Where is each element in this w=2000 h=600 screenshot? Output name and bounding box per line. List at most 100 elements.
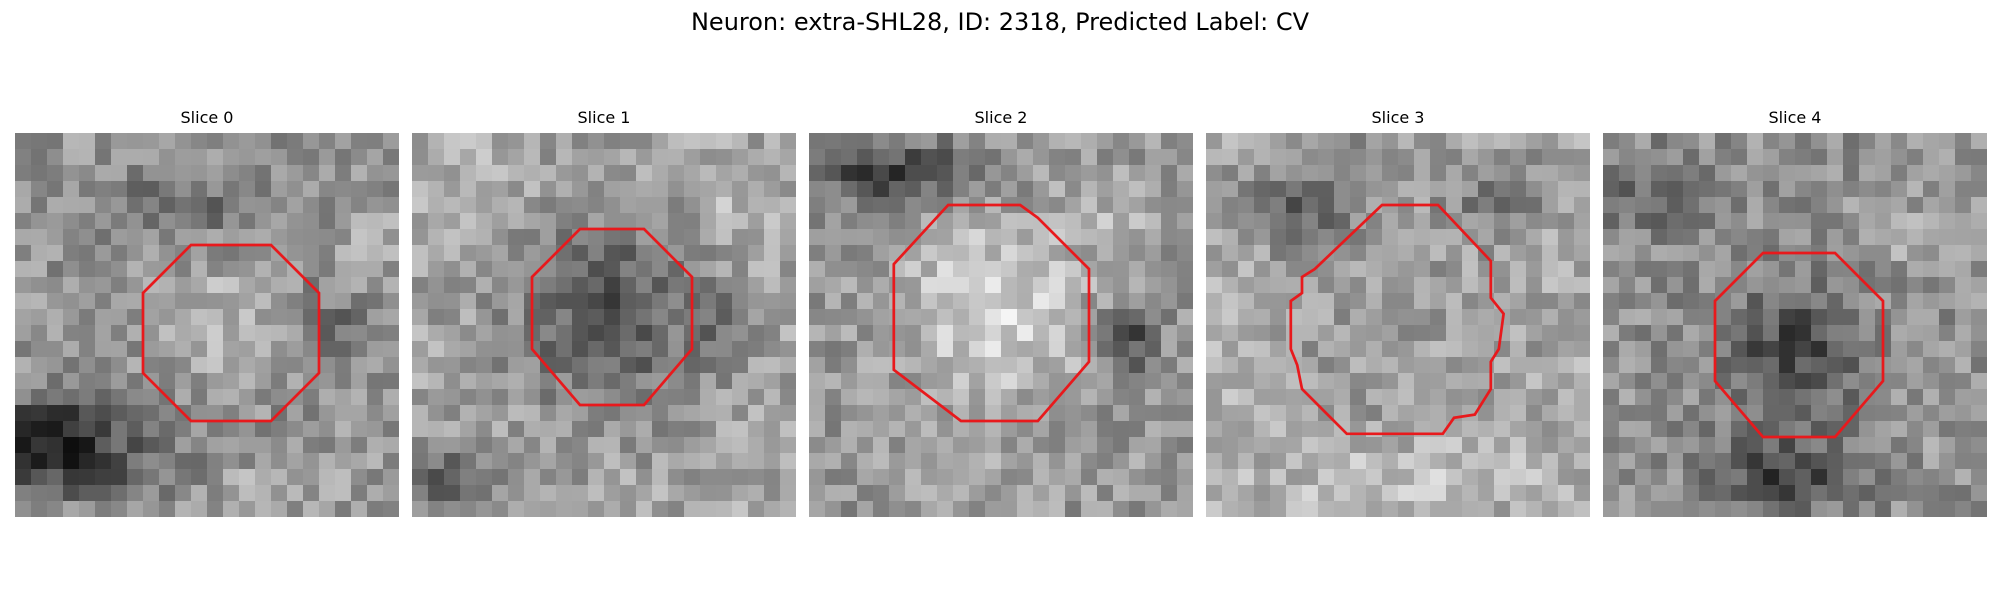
image-pixel [684,373,701,390]
image-pixel [335,341,352,358]
image-pixel [31,485,48,502]
image-pixel [732,485,749,502]
image-pixel [47,357,64,374]
image-pixel [985,229,1002,246]
image-pixel [1254,309,1271,326]
image-pixel [841,213,858,230]
image-pixel [841,133,858,150]
image-pixel [127,165,144,182]
image-pixel [1795,133,1812,150]
image-pixel [1795,437,1812,454]
image-pixel [127,373,144,390]
image-pixel [1017,277,1034,294]
image-pixel [1558,229,1575,246]
image-pixel [508,341,525,358]
image-pixel [1049,485,1066,502]
image-pixel [31,341,48,358]
image-pixel [79,261,96,278]
image-pixel [748,245,765,262]
image-pixel [905,437,922,454]
image-pixel [1366,437,1383,454]
image-pixel [1635,485,1652,502]
image-pixel [175,469,192,486]
image-pixel [95,261,112,278]
image-pixel [969,261,986,278]
image-pixel [63,133,80,150]
image-pixel [809,421,826,438]
image-pixel [1510,453,1527,470]
image-pixel [1971,213,1987,230]
image-pixel [1222,197,1239,214]
image-pixel [1478,309,1495,326]
image-pixel [873,501,890,517]
image-pixel [335,293,352,310]
image-pixel [191,245,208,262]
image-pixel [351,341,368,358]
image-pixel [1254,325,1271,342]
image-pixel [1667,437,1684,454]
image-pixel [1542,293,1559,310]
image-pixel [287,277,304,294]
image-pixel [652,149,669,166]
image-pixel [31,405,48,422]
image-pixel [1891,437,1908,454]
image-pixel [1907,181,1924,198]
image-pixel [95,277,112,294]
image-pixel [1129,213,1146,230]
image-pixel [809,277,826,294]
image-pixel [1859,325,1876,342]
image-pixel [127,309,144,326]
image-pixel [319,149,336,166]
image-pixel [335,405,352,422]
image-pixel [1827,181,1844,198]
image-pixel [1574,325,1590,342]
image-pixel [223,149,240,166]
image-pixel [207,197,224,214]
image-pixel [969,133,986,150]
image-pixel [1971,485,1987,502]
image-pixel [1494,181,1511,198]
image-pixel [841,245,858,262]
image-pixel [1526,165,1543,182]
image-pixel [636,469,653,486]
image-pixel [873,437,890,454]
image-pixel [1318,485,1335,502]
image-pixel [1542,421,1559,438]
image-pixel [1955,277,1972,294]
image-pixel [63,373,80,390]
image-pixel [652,341,669,358]
image-pixel [444,373,461,390]
image-pixel [716,469,733,486]
image-pixel [684,357,701,374]
image-pixel [1446,293,1463,310]
image-pixel [492,277,509,294]
image-pixel [1113,485,1130,502]
image-pixel [444,437,461,454]
image-pixel [1955,293,1972,310]
image-pixel [412,277,429,294]
image-pixel [1795,453,1812,470]
image-pixel [15,261,32,278]
image-pixel [1302,165,1319,182]
image-pixel [31,181,48,198]
image-pixel [1635,229,1652,246]
image-pixel [1971,293,1987,310]
image-pixel [1206,405,1223,422]
image-pixel [1382,501,1399,517]
image-pixel [319,197,336,214]
image-pixel [1859,501,1876,517]
image-pixel [1494,133,1511,150]
image-pixel [492,421,509,438]
image-pixel [668,453,685,470]
image-pixel [127,149,144,166]
image-pixel [540,213,557,230]
image-pixel [428,229,445,246]
image-pixel [47,325,64,342]
image-pixel [367,501,384,517]
image-pixel [15,389,32,406]
image-pixel [1366,229,1383,246]
image-pixel [1238,181,1255,198]
image-pixel [636,421,653,438]
image-pixel [1206,325,1223,342]
image-pixel [95,181,112,198]
